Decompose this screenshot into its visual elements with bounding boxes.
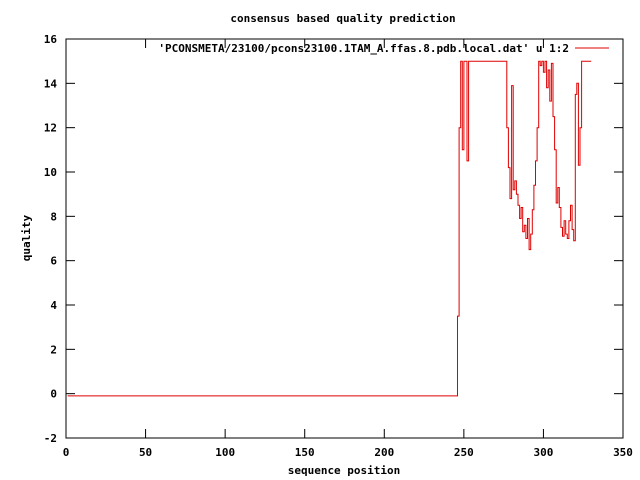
- y-tick-label: 16: [44, 33, 58, 46]
- x-tick-label: 200: [374, 446, 394, 459]
- plot-frame: [65, 38, 624, 439]
- legend-label: 'PCONSMETA/23100/pcons23100.1TAM_A.ffas.…: [158, 42, 569, 55]
- y-axis: -2 0 2 4 6 8 10 12 14 16: [44, 33, 623, 445]
- x-axis: 0 50 100 150 200 250 300 350: [63, 39, 633, 459]
- x-tick-label: 0: [63, 446, 70, 459]
- x-tick-label: 50: [139, 446, 152, 459]
- y-tick-label: 2: [50, 343, 57, 356]
- y-tick-label: 14: [44, 77, 58, 90]
- y-tick-label: 10: [44, 166, 57, 179]
- y-tick-label: 0: [50, 388, 57, 401]
- y-tick-label: 4: [50, 299, 57, 312]
- y-tick-label: 8: [50, 210, 57, 223]
- x-tick-label: 100: [215, 446, 235, 459]
- chart-title: consensus based quality prediction: [230, 12, 455, 25]
- legend: 'PCONSMETA/23100/pcons23100.1TAM_A.ffas.…: [158, 42, 609, 55]
- x-axis-label: sequence position: [288, 464, 401, 477]
- x-tick-label: 250: [454, 446, 474, 459]
- y-tick-label: 12: [44, 122, 57, 135]
- y-tick-label: 6: [50, 255, 57, 268]
- x-tick-label: 350: [613, 446, 633, 459]
- x-tick-label: 300: [533, 446, 553, 459]
- y-axis-label: quality: [20, 214, 33, 261]
- y-tick-label: -2: [44, 432, 57, 445]
- x-tick-label: 150: [295, 446, 315, 459]
- series-line: [67, 60, 592, 397]
